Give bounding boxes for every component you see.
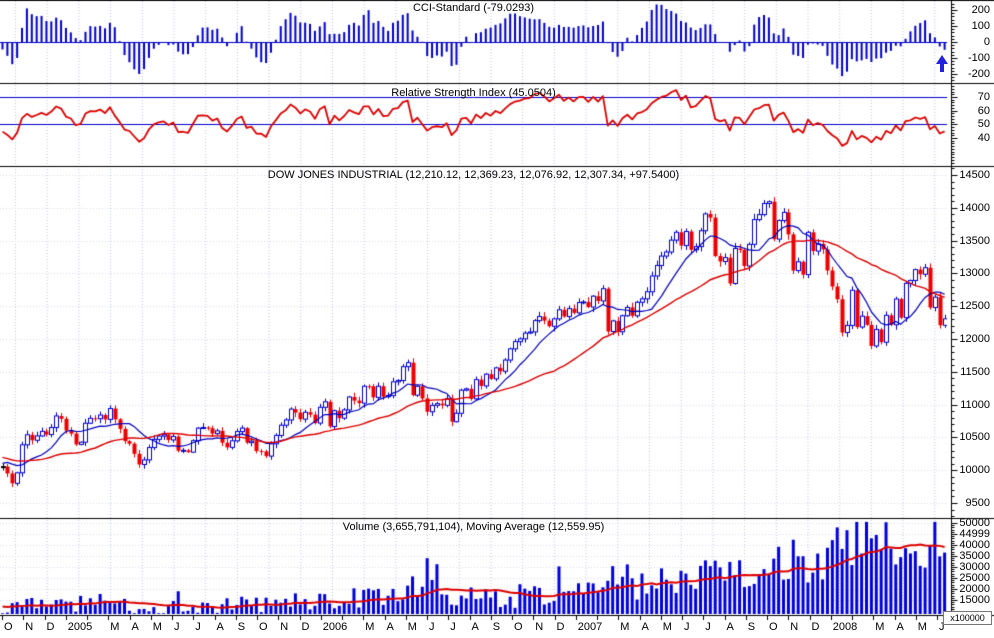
x-tick-label: N <box>535 621 544 633</box>
x-tick-label: 2006 <box>322 621 348 633</box>
x-tick-label: D <box>811 621 820 633</box>
arrow-head <box>936 55 948 64</box>
y-tick-label-rsi: 50 <box>977 118 990 131</box>
x-tick-label: S <box>492 621 501 633</box>
x-tick-label: M <box>152 621 162 633</box>
y-tick-label-volume: 50000 <box>959 517 990 529</box>
x-tick-label: M <box>875 621 885 633</box>
y-tick-label-cci: 200 <box>971 4 990 16</box>
x-tick-label: 2008 <box>832 621 858 633</box>
y-tick-label-cci: 0 <box>983 36 990 48</box>
x-tick-label: A <box>131 621 139 633</box>
x-tick-label: O <box>259 621 268 633</box>
x-tick-label: A <box>471 621 479 633</box>
y-tick-label-price: 10500 <box>959 431 990 444</box>
x-tick-label: A <box>386 621 394 633</box>
y-tick-label-cci: 100 <box>971 20 990 32</box>
x-tick-label: M <box>662 621 672 633</box>
x-tick-label: O <box>769 621 778 633</box>
x-tick-label: N <box>790 621 799 633</box>
x-tick-label: M <box>917 621 927 633</box>
x-tick-label: J <box>429 621 435 633</box>
y-tick-label-price: 14000 <box>959 201 990 214</box>
x-tick-label: A <box>216 621 224 633</box>
x-tick-label: S <box>237 621 246 633</box>
y-tick-label-volume: 35000 <box>959 550 990 562</box>
y-tick-label-price: 12000 <box>959 333 990 345</box>
y-tick-label-price: 9500 <box>965 497 990 509</box>
x-tick-label: A <box>641 621 649 633</box>
x-tick-label: M <box>365 621 375 633</box>
y-tick-label-rsi: 60 <box>977 104 990 117</box>
x-tick-label: J <box>195 621 201 633</box>
y-tick-label-volume: 40000 <box>959 539 990 551</box>
x-tick-label: A <box>896 621 904 633</box>
x-tick-label: N <box>280 621 289 633</box>
y-tick-label-price: 11500 <box>960 365 990 378</box>
y-tick-label-volume: 15000 <box>959 594 990 606</box>
x-tick-label: J <box>450 621 456 633</box>
x-tick-label: J <box>174 621 180 633</box>
y-tick-label-volume: 25000 <box>959 572 990 584</box>
arrow-stem <box>940 64 944 72</box>
x-tick-label: S <box>747 621 756 633</box>
y-tick-label-price: 13000 <box>959 267 990 280</box>
y-tick-label-rsi: 70 <box>977 91 990 103</box>
y-tick-label-volume: 44999 <box>959 528 990 540</box>
y-tick-label-rsi: 40 <box>977 132 990 144</box>
x-tick-label: J <box>705 621 711 633</box>
y-tick-label-price: 10000 <box>959 464 990 477</box>
x-tick-label: O <box>4 621 13 633</box>
x-tick-label: 2007 <box>577 621 603 633</box>
x-tick-label: A <box>726 621 734 633</box>
buy-signal-arrow-icon <box>936 55 948 73</box>
x-tick-label: 2005 <box>67 621 93 633</box>
y-tick-label-price: 12500 <box>959 300 990 313</box>
x-tick-label: M <box>407 621 417 633</box>
y-tick-label-volume: 20000 <box>959 583 990 595</box>
y-tick-label-volume: 30000 <box>959 561 990 573</box>
x-tick-label: D <box>301 621 310 633</box>
x-tick-label: N <box>25 621 34 633</box>
y-tick-label-price: 11000 <box>960 398 990 411</box>
x-tick-label: O <box>514 621 523 633</box>
y-tick-label-price: 13500 <box>959 234 990 247</box>
y-tick-label-cci: -100 <box>967 52 990 64</box>
x-tick-label: M <box>110 621 120 633</box>
x-tick-label: J <box>939 621 945 633</box>
x-tick-label: D <box>556 621 565 633</box>
x-tick-label: J <box>684 621 690 633</box>
y-tick-label-price: 14500 <box>959 169 990 181</box>
volume-multiplier-label: x100000 <box>943 611 992 625</box>
y-tick-label-cci: -200 <box>967 68 990 80</box>
x-tick-label: D <box>46 621 55 633</box>
x-tick-label: M <box>620 621 630 633</box>
